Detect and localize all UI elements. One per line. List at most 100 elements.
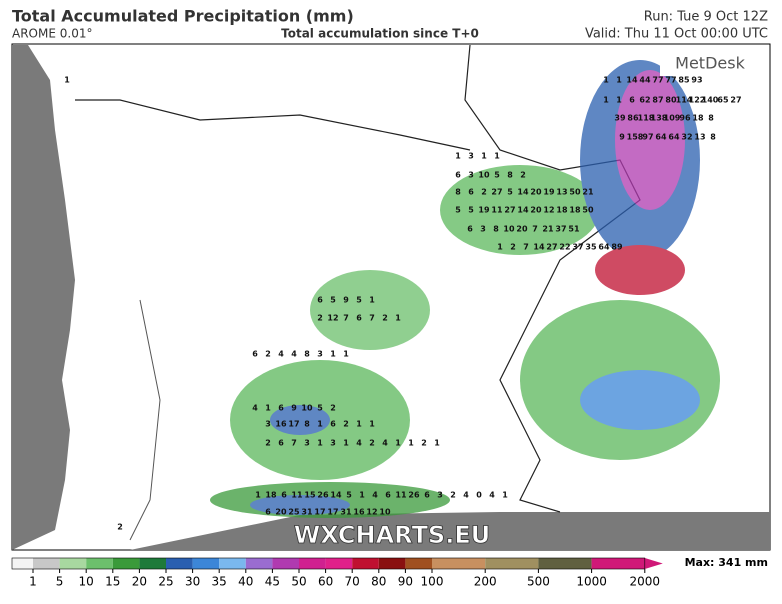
precip-value: 86	[627, 114, 639, 123]
precip-value: 39	[614, 114, 626, 123]
legend: 1 5 10 15 20 25 30 35 40 45 50 60 70 80 90 100 200 500 100…	[11, 557, 663, 589]
precip-value: 138	[651, 114, 668, 123]
legend-swatch	[86, 558, 113, 569]
precip-value: 3	[468, 171, 474, 180]
precip-value: 3	[437, 491, 443, 500]
precip-value: 1	[616, 76, 622, 85]
precip-value: 18	[265, 491, 277, 500]
legend-swatch	[166, 558, 193, 569]
precip-value: 77	[652, 76, 663, 85]
precip-value: 8	[507, 171, 513, 180]
precip-value: 5	[346, 491, 352, 500]
precip-value: 1	[255, 491, 261, 500]
precip-value: 93	[691, 76, 702, 85]
precip-value: 6	[424, 491, 430, 500]
precip-value: 8	[304, 350, 310, 359]
legend-swatch	[245, 558, 273, 569]
precip-value: 3	[265, 420, 271, 429]
sea	[12, 45, 75, 550]
precip-value: 1	[356, 420, 362, 429]
precip-value: 9	[291, 404, 297, 413]
precip-value: 2	[117, 523, 123, 532]
legend-swatch	[378, 558, 406, 569]
precip-value: 1	[330, 350, 336, 359]
legend-swatch	[112, 558, 140, 569]
precip-value: 19	[543, 188, 555, 197]
legend-swatch	[485, 558, 539, 569]
legend-swatch	[432, 558, 486, 569]
precip-value: 4	[278, 350, 284, 359]
border	[129, 299, 161, 541]
precip-value: 2	[317, 314, 323, 323]
precip-value: 109	[664, 114, 681, 123]
precip-value: 12	[366, 508, 377, 517]
precip-value: 14	[517, 206, 529, 215]
legend-label: 50	[291, 575, 306, 589]
precip-value: 64	[655, 133, 667, 142]
precip-value: 7	[523, 243, 529, 252]
legend-label: 80	[371, 575, 386, 589]
precip-value: 14	[533, 243, 545, 252]
precip-value: 10	[503, 225, 515, 234]
legend-label: 90	[398, 575, 413, 589]
precip-value: 27	[504, 206, 515, 215]
precip-value: 96	[679, 114, 691, 123]
precip-value: 1	[265, 404, 271, 413]
precip-value: 37	[555, 225, 566, 234]
precip-value: 1	[603, 76, 609, 85]
precip-value: 27	[730, 96, 741, 105]
precip-value: 35	[585, 243, 597, 252]
precip-value: 1	[455, 152, 461, 161]
precip-value: 2	[421, 439, 427, 448]
legend-label: 200	[474, 575, 497, 589]
precip-value: 114	[676, 96, 693, 105]
precip-value: 5	[455, 206, 461, 215]
precip-value: 1	[502, 491, 508, 500]
precip-value: 2	[343, 420, 349, 429]
precip-value: 87	[652, 96, 663, 105]
precip-value: 6	[468, 188, 474, 197]
precip-value: 64	[598, 243, 610, 252]
precip-value: 17	[288, 420, 299, 429]
precip-value: 2	[265, 439, 271, 448]
precip-value: 6	[385, 491, 391, 500]
precip-value: 14	[330, 491, 342, 500]
precip-value: 51	[568, 225, 580, 234]
precip-value: 20	[530, 206, 542, 215]
precip-value: 6	[330, 420, 336, 429]
precip-value: 5	[507, 188, 513, 197]
legend-swatch	[299, 558, 326, 569]
precip-value: 15	[304, 491, 316, 500]
precip-value: 77	[665, 76, 676, 85]
precip-value: 1	[395, 314, 401, 323]
precip-value: 26	[408, 491, 420, 500]
model: AROME 0.01°	[12, 27, 92, 41]
precip-value: 4	[372, 491, 378, 500]
legend-swatch	[272, 558, 299, 569]
precip-value: 1	[497, 243, 503, 252]
precip-value: 26	[317, 491, 329, 500]
precip-value: 1	[317, 420, 323, 429]
precip	[210, 60, 720, 518]
precip-value: 14	[626, 76, 638, 85]
precip-value: 2	[265, 350, 271, 359]
legend-label: 30	[185, 575, 200, 589]
precip-value: 20	[516, 225, 528, 234]
precip-value: 3	[317, 350, 323, 359]
precip-value: 2	[510, 243, 516, 252]
precip-value: 8	[455, 188, 461, 197]
precip-value: 1	[343, 350, 349, 359]
precip-value: 6	[281, 491, 287, 500]
precip-value: 7	[532, 225, 538, 234]
precip-value: 32	[681, 133, 692, 142]
precip-value: 6	[278, 439, 284, 448]
precip-value: 11	[291, 491, 303, 500]
legend-label: 1000	[576, 575, 607, 589]
precip-value: 21	[582, 188, 594, 197]
precip-value: 122	[689, 96, 706, 105]
precip-value: 31	[340, 508, 352, 517]
legend-max: Max: 341 mm	[685, 556, 768, 569]
precip-value: 6	[455, 171, 461, 180]
precip-value: 5	[356, 296, 362, 305]
